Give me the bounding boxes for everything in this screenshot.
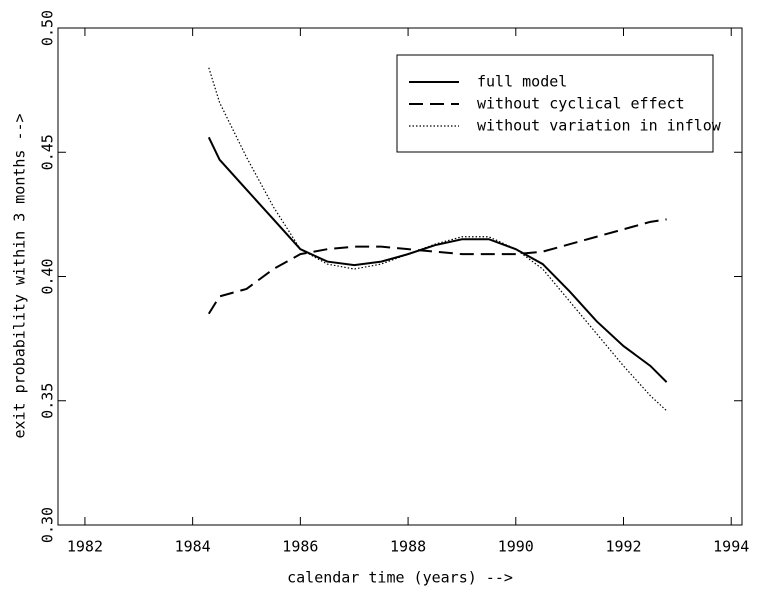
legend-label: full model [477, 73, 567, 91]
y-tick-label: 0.50 [39, 10, 57, 46]
legend-label: without variation in inflow [477, 117, 722, 135]
data-line [208, 67, 668, 412]
data-line [207, 218, 667, 315]
x-tick-label: 1982 [67, 538, 103, 556]
x-tick-label: 1984 [175, 538, 211, 556]
legend-label: without cyclical effect [477, 95, 685, 113]
x-tick-label: 1992 [605, 538, 641, 556]
x-tick-label: 1990 [498, 538, 534, 556]
y-tick-label: 0.40 [39, 258, 57, 294]
legend-box [396, 54, 714, 153]
x-axis-label: calendar time (years) --> [287, 569, 513, 587]
y-tick-label: 0.35 [39, 383, 57, 419]
x-tick-label: 1994 [713, 538, 749, 556]
y-tick-label: 0.30 [39, 507, 57, 543]
x-tick-label: 1988 [390, 538, 426, 556]
y-axis-label: exit probability within 3 months --> [11, 113, 29, 438]
y-tick-label: 0.45 [39, 134, 57, 170]
x-tick-label: 1986 [282, 538, 318, 556]
data-line [207, 136, 668, 383]
